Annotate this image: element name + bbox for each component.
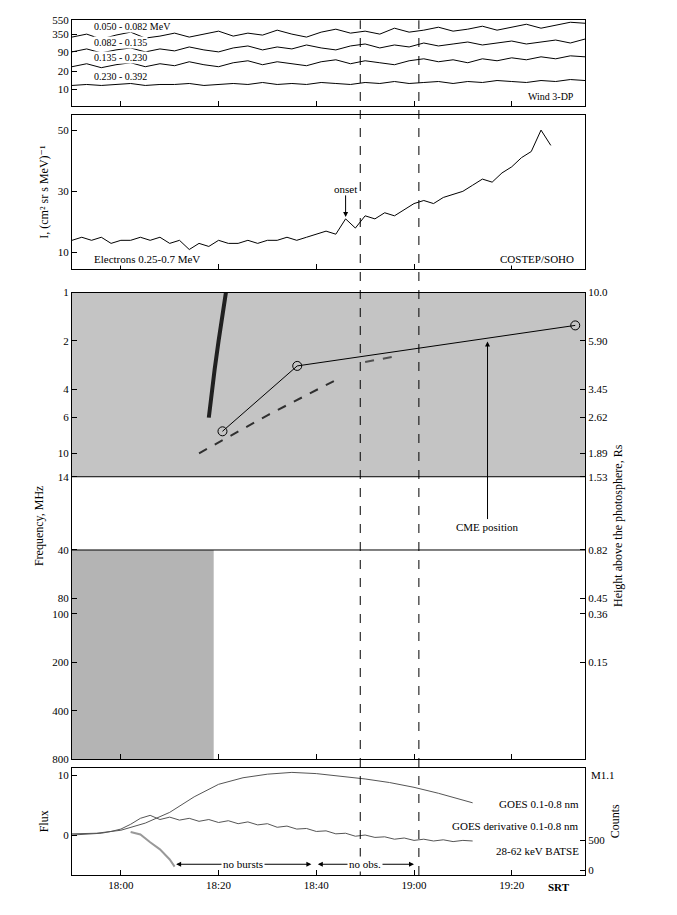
svg-text:3.45: 3.45: [588, 383, 608, 395]
svg-text:COSTEP/SOHO: COSTEP/SOHO: [500, 253, 574, 265]
svg-text:onset: onset: [334, 183, 357, 195]
svg-text:18:40: 18:40: [304, 879, 330, 891]
svg-text:SRT: SRT: [548, 881, 570, 893]
svg-text:19:20: 19:20: [499, 879, 525, 891]
svg-text:400: 400: [52, 705, 69, 717]
svg-text:2.62: 2.62: [588, 411, 607, 423]
svg-text:10.0: 10.0: [588, 286, 608, 298]
svg-text:Height above the photosphere,: Height above the photosphere, Rs: [611, 444, 625, 607]
svg-text:0.135 - 0.230: 0.135 - 0.230: [94, 52, 147, 63]
svg-text:5.90: 5.90: [588, 335, 608, 347]
svg-text:19:00: 19:00: [401, 879, 427, 891]
svg-text:M1.1: M1.1: [591, 769, 615, 781]
svg-text:Electrons 0.25-0.7 MeV: Electrons 0.25-0.7 MeV: [94, 253, 200, 265]
svg-text:6: 6: [63, 411, 69, 423]
svg-text:0.230 - 0.392: 0.230 - 0.392: [94, 71, 147, 82]
svg-text:0.15: 0.15: [588, 656, 608, 668]
svg-text:18:00: 18:00: [108, 879, 134, 891]
svg-text:14: 14: [58, 471, 70, 483]
svg-text:90: 90: [58, 46, 70, 58]
svg-text:100: 100: [52, 608, 69, 620]
svg-text:2: 2: [63, 335, 69, 347]
svg-text:18:20: 18:20: [206, 879, 232, 891]
svg-text:200: 200: [52, 656, 69, 668]
svg-text:10: 10: [58, 769, 70, 781]
svg-text:30: 30: [58, 185, 70, 197]
svg-text:1.89: 1.89: [588, 447, 608, 459]
svg-text:CME position: CME position: [456, 521, 519, 533]
svg-text:Flux: Flux: [37, 810, 51, 832]
svg-text:Frequency, MHz: Frequency, MHz: [32, 486, 46, 567]
svg-text:20: 20: [58, 65, 70, 77]
svg-text:10: 10: [58, 447, 70, 459]
svg-text:4: 4: [63, 383, 69, 395]
svg-text:350: 350: [52, 28, 69, 40]
svg-text:0: 0: [63, 829, 69, 841]
svg-text:550: 550: [52, 14, 69, 26]
svg-text:0.82: 0.82: [588, 544, 607, 556]
svg-text:I, (cm² sr s MeV)⁻¹: I, (cm² sr s MeV)⁻¹: [37, 145, 51, 239]
svg-text:Wind 3-DP: Wind 3-DP: [528, 91, 574, 102]
svg-text:1: 1: [63, 286, 69, 298]
svg-text:0.45: 0.45: [588, 592, 608, 604]
svg-text:GOES 0.1-0.8 nm: GOES 0.1-0.8 nm: [499, 798, 579, 810]
svg-text:no bursts: no bursts: [223, 858, 263, 870]
svg-text:no obs.: no obs.: [349, 858, 381, 870]
svg-text:80: 80: [58, 592, 70, 604]
svg-text:800: 800: [52, 753, 69, 765]
svg-text:40: 40: [58, 544, 70, 556]
svg-text:10: 10: [58, 83, 70, 95]
svg-text:28-62 keV BATSE: 28-62 keV BATSE: [496, 845, 579, 857]
svg-text:GOES derivative 0.1-0.8 nm: GOES derivative 0.1-0.8 nm: [452, 820, 579, 832]
svg-text:Counts: Counts: [608, 804, 622, 838]
svg-text:0.050 - 0.082 MeV: 0.050 - 0.082 MeV: [94, 21, 171, 32]
svg-text:0.082 - 0.135: 0.082 - 0.135: [94, 37, 147, 48]
svg-text:500: 500: [588, 834, 605, 846]
svg-text:0: 0: [588, 864, 594, 876]
svg-text:10: 10: [58, 246, 70, 258]
svg-text:0.36: 0.36: [588, 608, 608, 620]
svg-text:50: 50: [58, 124, 70, 136]
svg-text:1.53: 1.53: [588, 471, 608, 483]
